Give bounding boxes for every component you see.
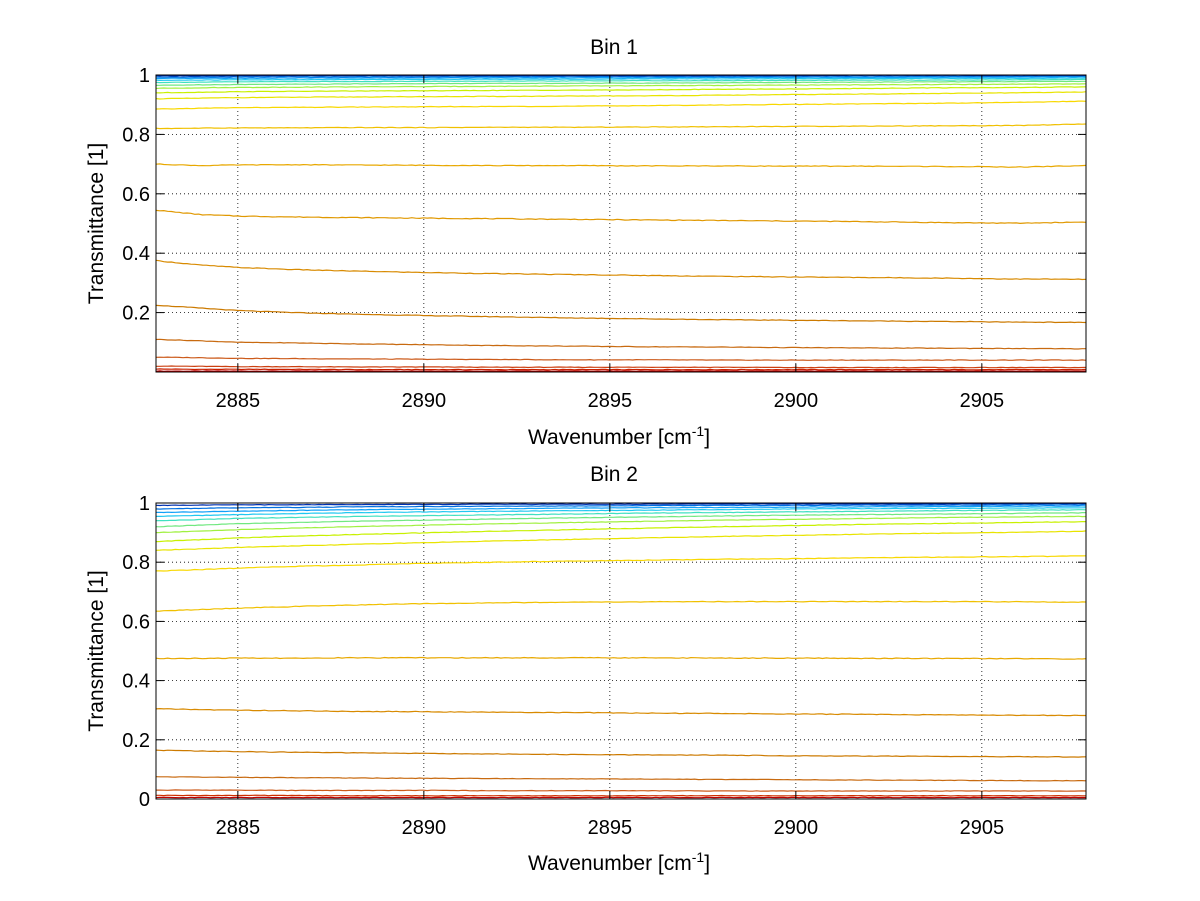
- axes-box: [155, 502, 1087, 800]
- series-line-19: [155, 75, 1087, 78]
- plot-panel-2: 2885 2890 2895 2900 2905 0 0.2 0.4 0.6 0.8 1 Bin 2 W…: [85, 463, 1087, 875]
- x-tick-label: 2900: [774, 390, 819, 412]
- axes-box: [155, 74, 1087, 373]
- series-line-17: [155, 77, 1087, 82]
- x-tick-label: 2885: [216, 817, 261, 839]
- y-tick-label: 0.8: [122, 124, 150, 146]
- series-line-18: [155, 502, 1086, 507]
- series-line-6: [155, 707, 1086, 717]
- chart-title: Bin 1: [590, 36, 638, 59]
- y-tick-label: 0.6: [122, 611, 150, 633]
- series-line-11: [155, 520, 1086, 543]
- series-line-15: [156, 507, 1087, 518]
- series-line-18: [156, 75, 1087, 80]
- axes-background: [156, 75, 1086, 372]
- series-line-13: [155, 511, 1086, 528]
- x-tick-label: 2905: [960, 817, 1005, 839]
- series-line-7: [155, 656, 1087, 660]
- series-line-4: [155, 776, 1087, 782]
- chart-title: Bin 2: [590, 463, 638, 486]
- series-line-2: [156, 794, 1087, 797]
- y-tick-label: 1: [139, 65, 150, 87]
- series-line-2: [155, 368, 1087, 371]
- x-axis-label-suffix: ]: [704, 852, 710, 875]
- y-tick-label: 0.2: [122, 303, 150, 325]
- series-line-3: [156, 365, 1087, 369]
- x-tick-label: 2895: [588, 390, 633, 412]
- x-tick-label: 2895: [588, 817, 633, 839]
- x-axis-label: Wavenumber [cm-1]: [528, 423, 710, 449]
- x-tick-label: 2905: [960, 390, 1005, 412]
- x-axis-label: Wavenumber [cm-1]: [528, 849, 710, 875]
- series-line-16: [155, 78, 1087, 84]
- y-tick-label: 1: [139, 493, 150, 515]
- y-axis-label: Transmittance [1]: [85, 570, 108, 731]
- series-line-10: [155, 123, 1087, 130]
- series-line-9: [155, 163, 1087, 168]
- y-tick-label: 0.6: [122, 184, 150, 206]
- x-axis-label-main: Wavenumber [cm: [528, 852, 692, 875]
- y-axis-label: Transmittance [1]: [85, 143, 108, 304]
- series-line-7: [155, 259, 1087, 281]
- series-line-12: [155, 515, 1087, 534]
- series-line-12: [155, 91, 1087, 100]
- series-line-14: [155, 509, 1087, 522]
- y-tick-label: 0: [139, 789, 150, 811]
- series-line-8: [155, 600, 1087, 612]
- series-line-5: [155, 338, 1086, 350]
- series-line-8: [155, 209, 1087, 225]
- y-tick-label: 0.4: [122, 671, 150, 693]
- series-line-6: [155, 304, 1087, 324]
- y-tick-label: 0.2: [122, 730, 150, 752]
- series-line-5: [155, 749, 1087, 758]
- series-line-13: [155, 86, 1087, 94]
- y-tick-label: 0.8: [122, 552, 150, 574]
- series-line-14: [155, 83, 1087, 90]
- axes-background: [156, 503, 1086, 799]
- x-tick-label: 2900: [774, 817, 819, 839]
- x-tick-label: 2890: [402, 390, 447, 412]
- series-line-17: [155, 503, 1087, 510]
- series-line-4: [155, 356, 1087, 361]
- series-line-9: [156, 555, 1087, 572]
- x-axis-label-main: Wavenumber [cm: [528, 426, 692, 449]
- x-tick-label: 2890: [402, 817, 447, 839]
- series-line-16: [155, 505, 1087, 514]
- series-line-3: [156, 789, 1087, 792]
- x-axis-label-superscript: -1: [692, 849, 705, 865]
- series-line-11: [155, 100, 1087, 110]
- y-tick-label: 0.4: [122, 243, 150, 265]
- x-axis-label-superscript: -1: [692, 423, 705, 439]
- x-tick-label: 2885: [216, 390, 261, 412]
- series-line-10: [155, 530, 1087, 551]
- x-axis-label-suffix: ]: [704, 426, 710, 449]
- plot-panel-1: 2885 2890 2895 2900 2905 0.2 0.4 0.6 0.8 1 Bin 1 Wa…: [85, 36, 1087, 449]
- series-line-15: [155, 80, 1086, 86]
